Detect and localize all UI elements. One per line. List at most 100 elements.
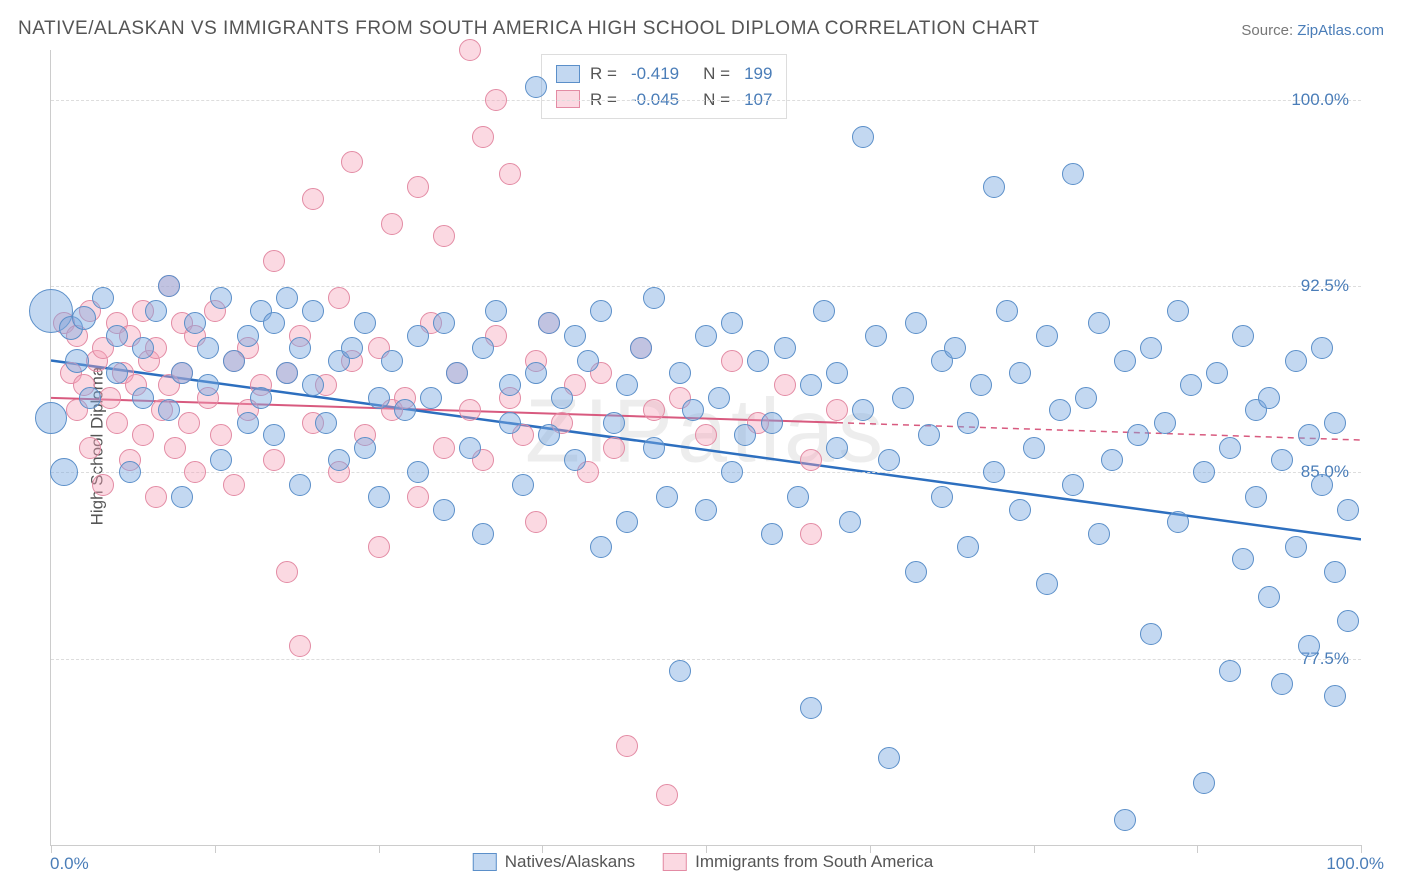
scatter-point-pink: [826, 399, 848, 421]
scatter-point-blue: [878, 747, 900, 769]
source-attribution: Source: ZipAtlas.com: [1241, 22, 1384, 39]
scatter-point-blue: [106, 362, 128, 384]
scatter-point-blue: [1324, 561, 1346, 583]
legend-swatch: [473, 853, 497, 871]
scatter-point-blue: [525, 76, 547, 98]
scatter-point-pink: [800, 523, 822, 545]
scatter-point-blue: [1298, 424, 1320, 446]
scatter-point-blue: [983, 176, 1005, 198]
scatter-point-blue: [106, 325, 128, 347]
scatter-point-blue: [603, 412, 625, 434]
scatter-point-blue: [158, 399, 180, 421]
scatter-point-pink: [433, 225, 455, 247]
scatter-point-blue: [1036, 325, 1058, 347]
gridline: [51, 100, 1361, 101]
scatter-point-blue: [1167, 511, 1189, 533]
legend-item: Immigrants from South America: [663, 852, 933, 872]
scatter-point-blue: [1271, 449, 1293, 471]
scatter-point-blue: [158, 275, 180, 297]
scatter-point-blue: [35, 402, 67, 434]
legend-label: Immigrants from South America: [695, 852, 933, 872]
scatter-point-blue: [1009, 499, 1031, 521]
scatter-point-blue: [1101, 449, 1123, 471]
scatter-point-blue: [263, 312, 285, 334]
scatter-point-blue: [1114, 350, 1136, 372]
scatter-point-blue: [721, 312, 743, 334]
scatter-point-blue: [276, 362, 298, 384]
scatter-point-pink: [643, 399, 665, 421]
scatter-point-blue: [237, 412, 259, 434]
scatter-point-blue: [79, 387, 101, 409]
scatter-point-blue: [551, 387, 573, 409]
x-tick-mark: [51, 845, 52, 853]
scatter-point-blue: [656, 486, 678, 508]
source-link[interactable]: ZipAtlas.com: [1297, 22, 1384, 39]
scatter-point-blue: [223, 350, 245, 372]
scatter-point-blue: [1232, 325, 1254, 347]
legend-r-value: -0.419: [631, 61, 679, 87]
scatter-point-blue: [577, 350, 599, 372]
x-axis-max-label: 100.0%: [1326, 854, 1384, 874]
scatter-point-blue: [892, 387, 914, 409]
scatter-point-blue: [302, 374, 324, 396]
scatter-point-pink: [774, 374, 796, 396]
scatter-point-pink: [289, 635, 311, 657]
x-tick-mark: [215, 845, 216, 853]
scatter-point-blue: [132, 337, 154, 359]
scatter-point-pink: [223, 474, 245, 496]
scatter-point-pink: [472, 126, 494, 148]
scatter-point-blue: [1324, 685, 1346, 707]
scatter-point-blue: [630, 337, 652, 359]
scatter-point-blue: [210, 287, 232, 309]
scatter-point-blue: [721, 461, 743, 483]
scatter-point-blue: [1337, 499, 1359, 521]
scatter-point-blue: [787, 486, 809, 508]
scatter-point-blue: [433, 312, 455, 334]
scatter-point-pink: [132, 424, 154, 446]
scatter-plot-area: ZIPatlas R =-0.419N =199R =-0.045N =107 …: [50, 50, 1361, 846]
x-axis-min-label: 0.0%: [50, 854, 89, 874]
scatter-point-blue: [1127, 424, 1149, 446]
scatter-point-blue: [171, 486, 193, 508]
scatter-point-blue: [499, 374, 521, 396]
scatter-point-blue: [354, 437, 376, 459]
scatter-point-blue: [132, 387, 154, 409]
source-label: Source:: [1241, 22, 1297, 39]
scatter-point-blue: [800, 697, 822, 719]
scatter-point-pink: [302, 188, 324, 210]
scatter-point-blue: [590, 300, 612, 322]
scatter-point-pink: [210, 424, 232, 446]
gridline: [51, 286, 1361, 287]
x-tick-mark: [1197, 845, 1198, 853]
scatter-point-blue: [996, 300, 1018, 322]
scatter-point-blue: [1154, 412, 1176, 434]
scatter-point-blue: [761, 523, 783, 545]
scatter-point-blue: [197, 374, 219, 396]
scatter-point-blue: [695, 325, 717, 347]
scatter-point-blue: [1232, 548, 1254, 570]
scatter-point-pink: [603, 437, 625, 459]
scatter-point-pink: [341, 151, 363, 173]
scatter-point-blue: [616, 374, 638, 396]
correlation-legend: R =-0.419N =199R =-0.045N =107: [541, 54, 787, 119]
x-tick-mark: [379, 845, 380, 853]
scatter-point-blue: [1140, 337, 1162, 359]
scatter-point-blue: [1285, 350, 1307, 372]
scatter-point-blue: [905, 312, 927, 334]
legend-swatch: [556, 65, 580, 83]
scatter-point-pink: [328, 287, 350, 309]
scatter-point-blue: [1193, 772, 1215, 794]
scatter-point-pink: [145, 486, 167, 508]
scatter-point-blue: [499, 412, 521, 434]
scatter-point-blue: [72, 306, 96, 330]
y-tick-label: 92.5%: [1301, 276, 1349, 296]
scatter-point-blue: [970, 374, 992, 396]
scatter-point-pink: [407, 486, 429, 508]
scatter-point-blue: [1206, 362, 1228, 384]
scatter-point-blue: [1311, 474, 1333, 496]
scatter-point-blue: [1271, 673, 1293, 695]
scatter-point-pink: [656, 784, 678, 806]
scatter-point-blue: [1245, 486, 1267, 508]
scatter-point-blue: [368, 387, 390, 409]
scatter-point-blue: [119, 461, 141, 483]
